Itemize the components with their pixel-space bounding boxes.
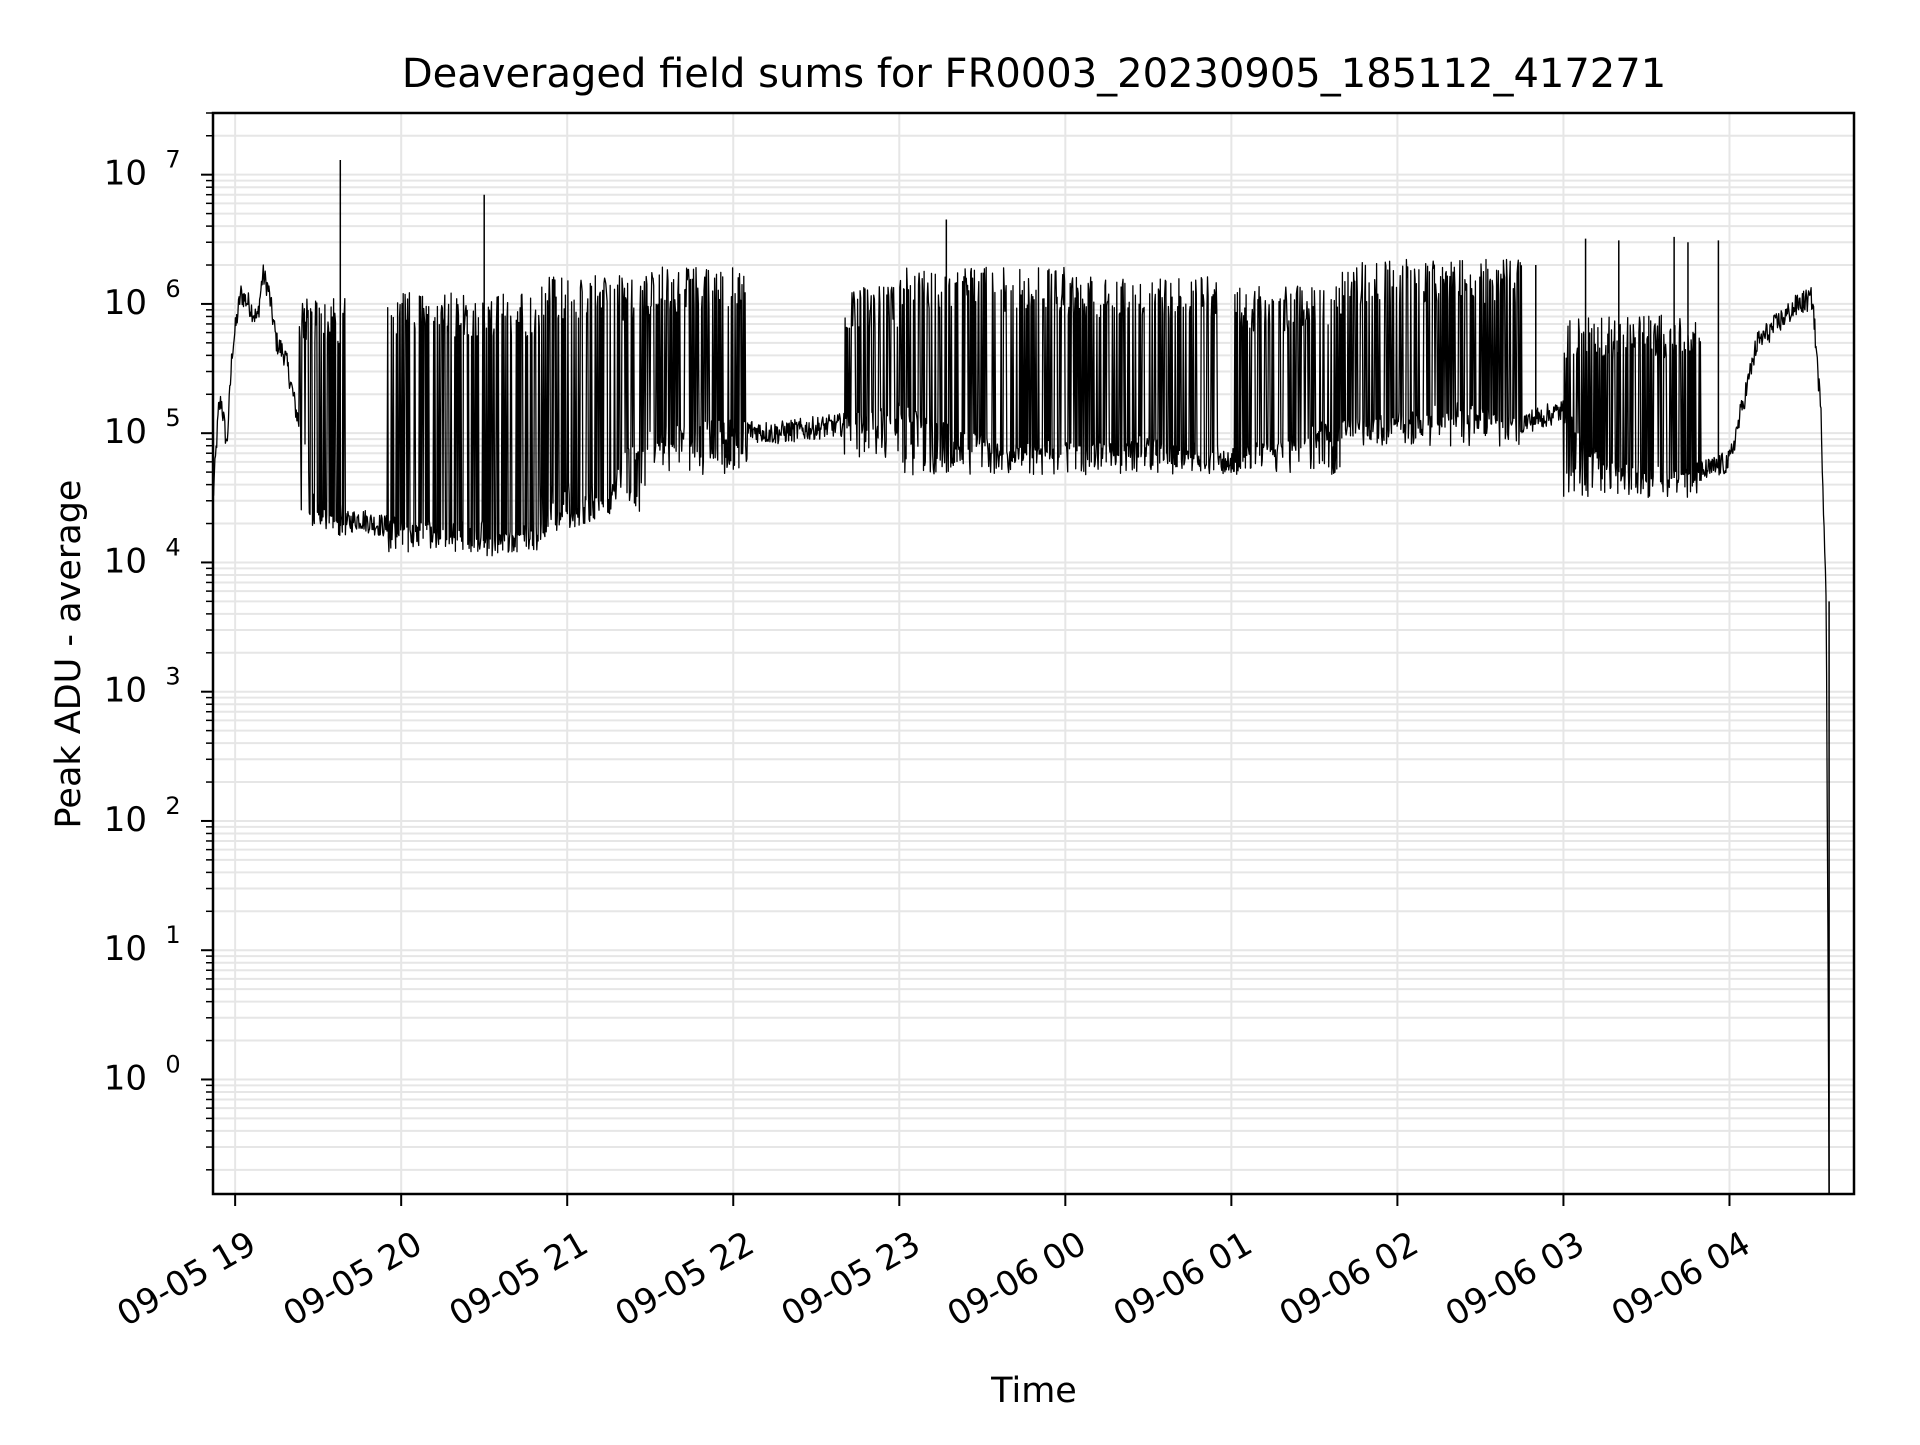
y-tick-base: 10 <box>104 154 147 194</box>
plot-area <box>213 159 1830 1194</box>
y-tick-base: 10 <box>104 541 147 581</box>
y-tick-exponent: 3 <box>165 663 180 691</box>
y-tick-base: 10 <box>104 671 147 711</box>
y-tick-exponent: 0 <box>165 1050 180 1078</box>
y-tick-label: 10 <box>104 671 147 711</box>
y-tick-exponent: 6 <box>165 275 180 303</box>
y-tick-label: 10 <box>104 1058 147 1098</box>
y-tick-base: 10 <box>104 1058 147 1098</box>
y-axis-label: Peak ADU - average <box>49 480 89 829</box>
data-layer <box>213 159 1830 1194</box>
y-tick-label: 10 <box>104 283 147 323</box>
y-tick-label: 10 <box>104 800 147 840</box>
y-tick-exponent: 7 <box>165 146 180 174</box>
y-tick-base: 10 <box>104 412 147 452</box>
y-tick-exponent: 5 <box>165 404 180 432</box>
y-tick-exponent: 4 <box>165 533 180 561</box>
y-tick-label: 10 <box>104 154 147 194</box>
chart-title: Deaveraged field sums for FR0003_2023090… <box>402 51 1666 97</box>
y-tick-exponent: 2 <box>165 792 180 820</box>
y-tick-label: 10 <box>104 412 147 452</box>
y-tick-exponent: 1 <box>165 921 180 949</box>
y-tick-label: 10 <box>104 541 147 581</box>
x-axis-label: Time <box>990 1371 1077 1411</box>
y-tick-base: 10 <box>104 929 147 969</box>
y-tick-base: 10 <box>104 283 147 323</box>
y-tick-base: 10 <box>104 800 147 840</box>
data-series-line <box>213 258 1830 1194</box>
y-tick-label: 10 <box>104 929 147 969</box>
